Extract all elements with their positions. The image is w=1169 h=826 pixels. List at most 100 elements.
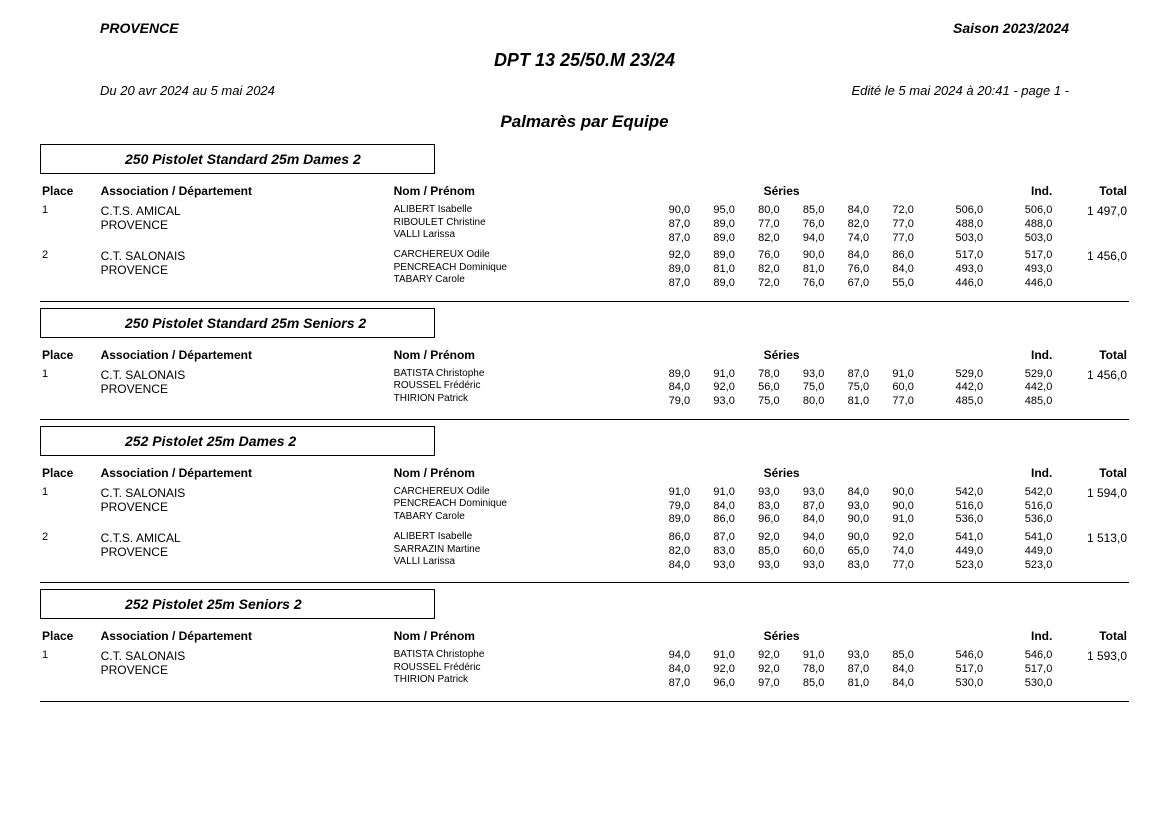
col-ind: Ind.: [916, 344, 1055, 366]
series-cell: 93,0 75,0 80,0: [782, 366, 827, 411]
place-cell: 2: [40, 247, 99, 292]
series-cell: 90,0 65,0 83,0: [826, 529, 871, 574]
ind-cell: 529,0 442,0 485,0: [916, 366, 985, 411]
series-cell: 84,0 82,0 74,0: [826, 202, 871, 247]
series-cell: 94,0 60,0 93,0: [782, 529, 827, 574]
table-row: 2C.T. SALONAIS PROVENCECARCHEREUX Odile …: [40, 247, 1129, 292]
ind-cell: 506,0 488,0 503,0: [916, 202, 985, 247]
ind-cell: 546,0 517,0 530,0: [985, 647, 1054, 692]
col-series: Séries: [647, 462, 916, 484]
col-assoc: Association / Département: [99, 180, 392, 202]
col-total: Total: [1054, 625, 1129, 647]
series-cell: 84,0 93,0 90,0: [826, 484, 871, 529]
results-table: PlaceAssociation / DépartementNom / Prén…: [40, 344, 1129, 411]
series-cell: 89,0 81,0 89,0: [692, 247, 737, 292]
place-cell: 1: [40, 202, 99, 247]
series-cell: 92,0 89,0 87,0: [647, 247, 692, 292]
name-cell: CARCHEREUX Odile PENCREACH Dominique TAB…: [392, 247, 648, 292]
series-cell: 84,0 76,0 67,0: [826, 247, 871, 292]
section-title: 252 Pistolet 25m Dames 2: [40, 426, 435, 456]
series-cell: 92,0 85,0 93,0: [737, 529, 782, 574]
col-total: Total: [1054, 462, 1129, 484]
col-ind: Ind.: [916, 180, 1055, 202]
section-title: 252 Pistolet 25m Seniors 2: [40, 589, 435, 619]
col-name: Nom / Prénom: [392, 462, 648, 484]
table-row: 2C.T.S. AMICAL PROVENCEALIBERT Isabelle …: [40, 529, 1129, 574]
series-cell: 91,0 92,0 93,0: [692, 366, 737, 411]
series-cell: 93,0 87,0 81,0: [826, 647, 871, 692]
total-cell: 1 594,0: [1054, 484, 1129, 529]
name-cell: CARCHEREUX Odile PENCREACH Dominique TAB…: [392, 484, 648, 529]
ind-cell: 517,0 493,0 446,0: [985, 247, 1054, 292]
series-cell: 90,0 81,0 76,0: [782, 247, 827, 292]
series-cell: 91,0 78,0 85,0: [782, 647, 827, 692]
section-divider: [40, 701, 1129, 702]
series-cell: 80,0 77,0 82,0: [737, 202, 782, 247]
name-cell: ALIBERT Isabelle SARRAZIN Martine VALLI …: [392, 529, 648, 574]
col-series: Séries: [647, 344, 916, 366]
ind-cell: 541,0 449,0 523,0: [985, 529, 1054, 574]
main-title: DPT 13 25/50.M 23/24: [40, 50, 1129, 71]
series-cell: 95,0 89,0 89,0: [692, 202, 737, 247]
section-title: 250 Pistolet Standard 25m Seniors 2: [40, 308, 435, 338]
assoc-cell: C.T. SALONAIS PROVENCE: [99, 366, 392, 411]
total-cell: 1 593,0: [1054, 647, 1129, 692]
table-row: 1C.T. SALONAIS PROVENCEBATISTA Christoph…: [40, 647, 1129, 692]
series-cell: 92,0 92,0 97,0: [737, 647, 782, 692]
series-cell: 86,0 84,0 55,0: [871, 247, 916, 292]
series-cell: 89,0 84,0 79,0: [647, 366, 692, 411]
col-series: Séries: [647, 625, 916, 647]
col-ind: Ind.: [916, 625, 1055, 647]
series-cell: 76,0 82,0 72,0: [737, 247, 782, 292]
ind-cell: 517,0 493,0 446,0: [916, 247, 985, 292]
results-table: PlaceAssociation / DépartementNom / Prén…: [40, 180, 1129, 293]
col-total: Total: [1054, 180, 1129, 202]
top-bar: PROVENCE Saison 2023/2024: [40, 20, 1129, 36]
total-cell: 1 513,0: [1054, 529, 1129, 574]
col-name: Nom / Prénom: [392, 344, 648, 366]
table-row: 1C.T. SALONAIS PROVENCEBATISTA Christoph…: [40, 366, 1129, 411]
series-cell: 93,0 83,0 96,0: [737, 484, 782, 529]
col-place: Place: [40, 180, 99, 202]
table-row: 1C.T.S. AMICAL PROVENCEALIBERT Isabelle …: [40, 202, 1129, 247]
series-cell: 90,0 87,0 87,0: [647, 202, 692, 247]
series-cell: 94,0 84,0 87,0: [647, 647, 692, 692]
series-cell: 78,0 56,0 75,0: [737, 366, 782, 411]
col-total: Total: [1054, 344, 1129, 366]
col-ind: Ind.: [916, 462, 1055, 484]
series-cell: 87,0 75,0 81,0: [826, 366, 871, 411]
edited-info: Edité le 5 mai 2024 à 20:41 - page 1 -: [851, 83, 1069, 98]
sub-bar: Du 20 avr 2024 au 5 mai 2024 Edité le 5 …: [40, 83, 1129, 98]
section-divider: [40, 582, 1129, 583]
name-cell: ALIBERT Isabelle RIBOULET Christine VALL…: [392, 202, 648, 247]
series-cell: 91,0 84,0 86,0: [692, 484, 737, 529]
series-cell: 72,0 77,0 77,0: [871, 202, 916, 247]
series-cell: 90,0 90,0 91,0: [871, 484, 916, 529]
col-series: Séries: [647, 180, 916, 202]
col-name: Nom / Prénom: [392, 625, 648, 647]
region-label: PROVENCE: [100, 20, 179, 36]
name-cell: BATISTA Christophe ROUSSEL Frédéric THIR…: [392, 366, 648, 411]
name-cell: BATISTA Christophe ROUSSEL Frédéric THIR…: [392, 647, 648, 692]
series-cell: 91,0 79,0 89,0: [647, 484, 692, 529]
ind-cell: 542,0 516,0 536,0: [985, 484, 1054, 529]
total-cell: 1 456,0: [1054, 247, 1129, 292]
palmares-title: Palmarès par Equipe: [40, 112, 1129, 132]
col-place: Place: [40, 344, 99, 366]
col-name: Nom / Prénom: [392, 180, 648, 202]
section-divider: [40, 301, 1129, 302]
series-cell: 91,0 60,0 77,0: [871, 366, 916, 411]
place-cell: 1: [40, 484, 99, 529]
place-cell: 1: [40, 647, 99, 692]
series-cell: 86,0 82,0 84,0: [647, 529, 692, 574]
section-title: 250 Pistolet Standard 25m Dames 2: [40, 144, 435, 174]
sections-container: 250 Pistolet Standard 25m Dames 2PlaceAs…: [40, 144, 1129, 702]
ind-cell: 546,0 517,0 530,0: [916, 647, 985, 692]
place-cell: 1: [40, 366, 99, 411]
results-table: PlaceAssociation / DépartementNom / Prén…: [40, 625, 1129, 692]
series-cell: 92,0 74,0 77,0: [871, 529, 916, 574]
date-range: Du 20 avr 2024 au 5 mai 2024: [100, 83, 275, 98]
assoc-cell: C.T. SALONAIS PROVENCE: [99, 484, 392, 529]
season-label: Saison 2023/2024: [953, 20, 1069, 36]
series-cell: 93,0 87,0 84,0: [782, 484, 827, 529]
